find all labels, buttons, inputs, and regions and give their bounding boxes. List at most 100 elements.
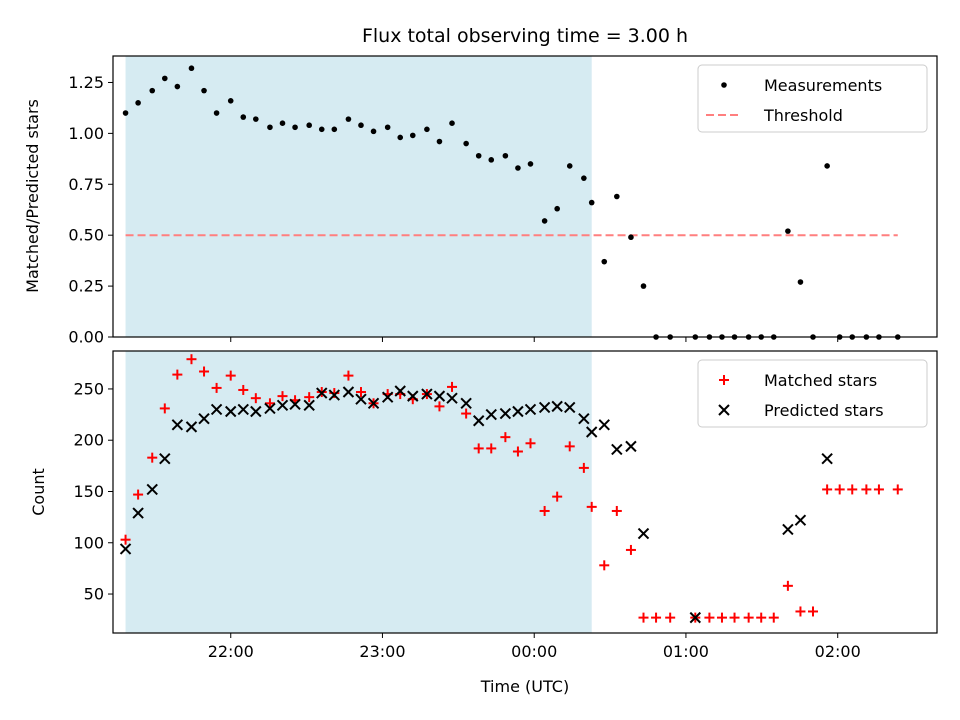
predicted-star-marker (289, 398, 301, 411)
predicted-star-marker (551, 400, 563, 413)
matched-star-marker (500, 432, 511, 443)
matched-star-marker (599, 560, 610, 571)
measurement-point (161, 75, 168, 82)
measurement-point (614, 193, 620, 200)
x-b (303, 399, 315, 412)
predicted-star-marker (407, 390, 419, 402)
matched-star-marker (716, 612, 727, 623)
predicted-star-marker (446, 392, 458, 404)
matched-star-marker (638, 612, 649, 623)
measurement-point (227, 97, 234, 104)
y-tick-label: 1.25 (68, 73, 104, 92)
predicted-star-marker (276, 399, 289, 412)
measurement-point (267, 124, 273, 131)
x-b (328, 389, 341, 401)
x-b (342, 386, 355, 398)
predicted-star-marker (821, 452, 833, 465)
predicted-star-marker (355, 393, 367, 405)
x-b (119, 543, 132, 555)
matched-star-marker (729, 612, 740, 623)
bottom-shaded-region (125, 351, 592, 633)
y-tick-label: 0.75 (68, 175, 104, 194)
matched-star-marker (743, 612, 754, 623)
x-b (782, 523, 794, 536)
top-shaded-region (125, 56, 592, 337)
bottom-axes: 22:00 23:00 00:00 01:00 02:00 50 100 150 200 250 (73, 350, 938, 661)
measurement-point (122, 110, 129, 116)
predicted-star-marker (159, 452, 171, 465)
predicted-star-marker (225, 405, 237, 418)
predicted-star-marker (524, 403, 537, 416)
predicted-star-marker (237, 403, 249, 416)
x-b (225, 405, 237, 418)
legend-box (697, 64, 928, 133)
x-b (264, 402, 276, 415)
x-b (446, 392, 458, 404)
matched-star-marker (355, 387, 366, 398)
predicted-star-marker (171, 419, 184, 431)
predicted-star-marker (637, 527, 650, 540)
top-axes: 0.00 0.25 0.50 0.75 1.00 1.25 (68, 55, 938, 347)
bottom-panel: 22:00 23:00 00:00 01:00 02:0050100150200250 … (29, 350, 938, 696)
matched-star-marker (147, 452, 158, 463)
x-b (210, 403, 223, 416)
matched-star-marker (704, 612, 715, 623)
matched-star-marker (665, 612, 676, 623)
measurement-point (488, 157, 495, 163)
predicted-star-marker (611, 443, 623, 456)
y-tick-label: 0.25 (68, 277, 104, 296)
matched-star-marker (277, 391, 288, 402)
matched-star-marker (756, 612, 767, 623)
measurement-point (515, 165, 521, 171)
matched-star-marker (304, 392, 315, 403)
predicted-star-marker (782, 523, 794, 536)
x-b (821, 452, 833, 465)
measurement-point (174, 83, 181, 90)
x-b (289, 398, 301, 411)
bottom-legend: Matched stars Predicted stars (697, 359, 928, 428)
x-b (185, 421, 198, 433)
measurement-point (331, 126, 338, 133)
predicted-star-marker (499, 407, 512, 420)
predicted-star-marker (394, 385, 406, 397)
matched-star-marker (473, 443, 484, 454)
y-tick-label: 0.00 (68, 328, 104, 347)
legend-label: Threshold (763, 106, 843, 125)
measurement-point (601, 258, 608, 265)
legend-label: Matched stars (764, 371, 877, 390)
x-b (198, 412, 210, 425)
plot-frame (112, 55, 938, 338)
measurement-point (628, 234, 634, 241)
measurement-point (409, 132, 416, 139)
x-b (381, 391, 394, 403)
predicted-star-marker (421, 388, 433, 400)
measurement-point (292, 124, 298, 131)
measurement-point (397, 134, 404, 141)
matched-star-marker (343, 370, 354, 381)
matched-star-marker (211, 382, 222, 393)
measurement-point (135, 100, 141, 106)
matched-star-marker (651, 612, 662, 623)
measurement-point (213, 110, 220, 116)
measurement-point (640, 283, 647, 289)
predicted-star-marker (598, 419, 610, 431)
predicted-star-marker (132, 507, 144, 519)
matched-star-marker (847, 484, 858, 495)
predicted-star-marker (381, 391, 394, 403)
x-b (794, 514, 807, 526)
predicted-star-marker (794, 514, 807, 526)
matched-star-marker (578, 462, 589, 473)
x-b (146, 483, 158, 496)
x-b (355, 393, 367, 405)
predicted-star-marker (460, 397, 472, 410)
matched-star-marker (486, 443, 497, 454)
measurement-point (424, 126, 430, 133)
x-b (433, 390, 446, 402)
predicted-star-marker (316, 387, 328, 399)
measurement-point (279, 120, 286, 126)
y-tick-label: 0.50 (68, 226, 104, 245)
x-tick-label: 23:00 (359, 642, 405, 661)
x-b (276, 399, 289, 412)
top-data-points (122, 65, 901, 340)
top-legend: Measurements Threshold (697, 64, 928, 133)
